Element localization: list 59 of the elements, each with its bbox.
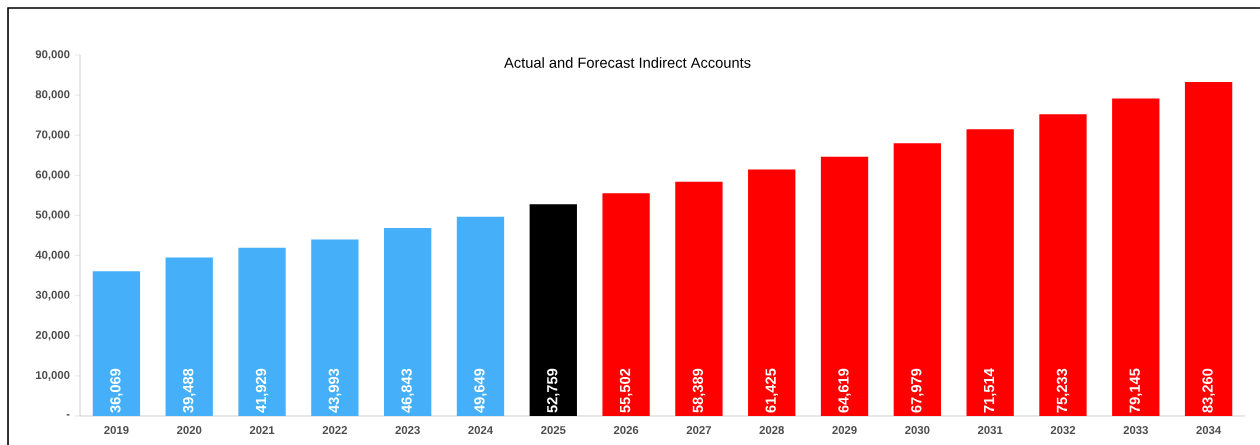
- data-label: 67,979: [911, 368, 924, 413]
- data-label: 64,619: [838, 368, 851, 413]
- x-tick-label: 2027: [686, 426, 712, 435]
- y-tick-label: 60,000: [35, 170, 70, 181]
- data-label: 75,233: [1056, 368, 1070, 413]
- y-tick-label: 50,000: [35, 210, 70, 221]
- bar: [456, 216, 505, 416]
- data-label: 61,425: [765, 368, 778, 413]
- y-tick-label: 90,000: [35, 50, 70, 60]
- y-tick-label: 40,000: [35, 250, 70, 261]
- bar: [165, 257, 213, 416]
- x-tick-label: 2034: [1196, 426, 1222, 435]
- bar: [820, 156, 869, 416]
- x-tick-label: 2030: [905, 426, 930, 435]
- data-label: 49,649: [474, 368, 487, 413]
- x-tick-label: 2029: [832, 426, 857, 435]
- data-label: 41,929: [255, 368, 269, 413]
- y-tick-label: 20,000: [35, 330, 70, 341]
- x-tick-label: 2022: [322, 426, 348, 435]
- bar: [238, 247, 286, 416]
- data-label: 71,514: [983, 368, 997, 413]
- x-tick-label: 2033: [1123, 426, 1148, 435]
- data-label: 43,993: [328, 368, 342, 413]
- data-label: 39,488: [182, 368, 196, 413]
- bar: [92, 271, 141, 416]
- bar: [1184, 82, 1233, 416]
- x-tick-label: 2032: [1050, 426, 1076, 435]
- bar: [1112, 98, 1160, 416]
- bar: [529, 204, 577, 416]
- chart-title: Actual and Forecast Indirect Accounts: [504, 57, 751, 68]
- bar: [748, 169, 796, 416]
- y-tick-label: 10,000: [36, 371, 70, 381]
- bar: [384, 228, 432, 416]
- x-tick-label: 2019: [104, 426, 129, 435]
- x-tick-label: 2028: [759, 426, 784, 435]
- x-tick-label: 2024: [468, 426, 494, 435]
- bar: [311, 239, 359, 416]
- data-label: 36,069: [110, 368, 123, 413]
- data-label: 46,843: [401, 368, 414, 413]
- y-tick-label: -: [66, 414, 70, 416]
- x-tick-label: 2020: [177, 426, 202, 435]
- x-tick-label: 2031: [977, 426, 1003, 435]
- y-tick-label: 30,000: [35, 290, 70, 301]
- bar: [602, 193, 650, 416]
- x-tick-label: 2025: [541, 426, 566, 435]
- data-label: 79,145: [1129, 368, 1143, 413]
- data-label: 52,759: [547, 368, 560, 413]
- data-label: 55,502: [619, 368, 633, 413]
- bar: [893, 143, 942, 416]
- bar: [675, 181, 723, 416]
- bar: [1039, 114, 1087, 416]
- x-tick-label: 2023: [395, 426, 420, 435]
- x-tick-label: 2026: [613, 426, 639, 435]
- data-label: 83,260: [1202, 368, 1215, 413]
- data-label: 58,389: [692, 368, 706, 413]
- y-tick-label: 80,000: [35, 90, 70, 100]
- bar: [966, 129, 1014, 416]
- y-tick-label: 70,000: [35, 130, 70, 141]
- x-tick-label: 2021: [249, 426, 275, 435]
